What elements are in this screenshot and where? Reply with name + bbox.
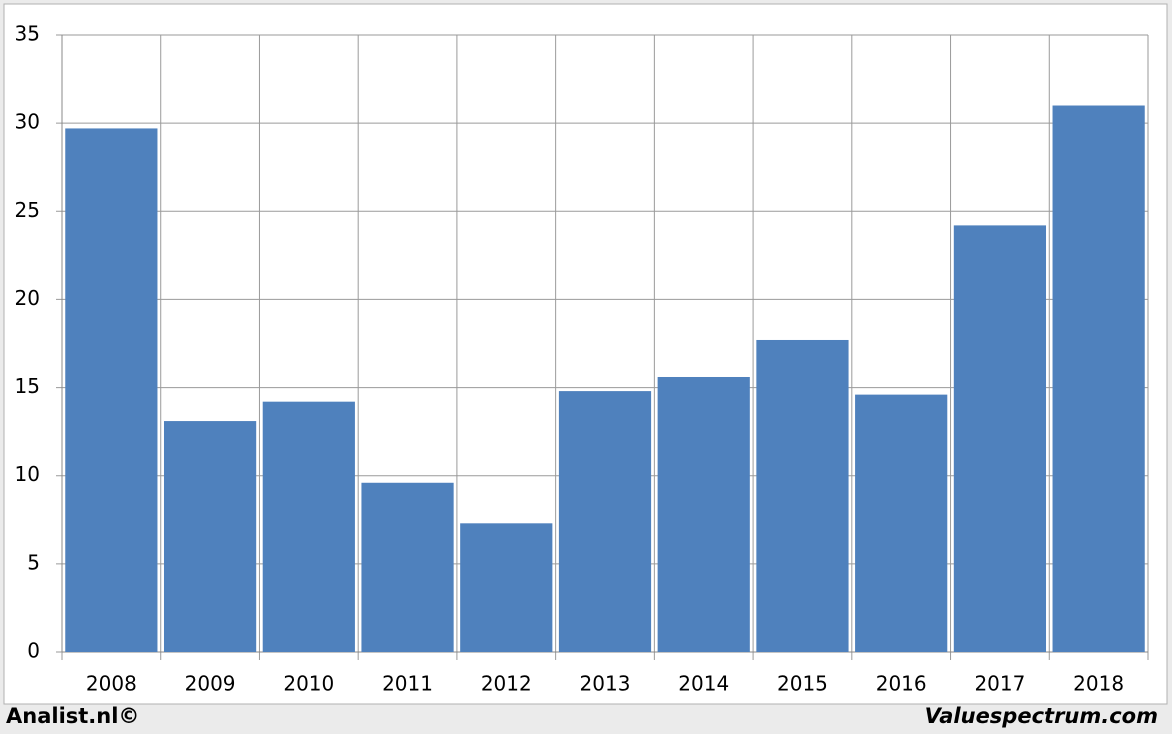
y-tick-label: 0 — [27, 639, 40, 663]
footer-right: Valuespectrum.com — [925, 704, 1158, 728]
bar — [953, 225, 1047, 653]
y-tick-label: 5 — [27, 550, 40, 574]
y-tick-label: 20 — [15, 286, 40, 310]
x-tick-label: 2015 — [777, 672, 828, 696]
x-tick-label: 2018 — [1073, 672, 1124, 696]
x-tick-label: 2008 — [86, 672, 137, 696]
bar — [558, 391, 652, 652]
y-tick-label: 35 — [15, 22, 40, 46]
x-tick-label: 2017 — [974, 672, 1025, 696]
x-tick-label: 2012 — [481, 672, 532, 696]
x-tick-label: 2013 — [580, 672, 631, 696]
footer-left: Analist.nl© — [6, 704, 139, 728]
bar — [657, 376, 750, 652]
y-tick-label: 30 — [15, 110, 40, 134]
x-tick-label: 2009 — [185, 672, 236, 696]
y-tick-label: 25 — [15, 198, 40, 222]
x-tick-label: 2016 — [876, 672, 927, 696]
bar — [163, 421, 257, 652]
bar — [460, 523, 553, 652]
x-tick-label: 2011 — [382, 672, 433, 696]
y-tick-label: 15 — [15, 374, 40, 398]
bar — [65, 128, 158, 653]
x-tick-label: 2010 — [283, 672, 334, 696]
bar — [756, 339, 849, 652]
bar — [1052, 105, 1145, 652]
bar — [855, 394, 948, 652]
y-tick-label: 10 — [15, 462, 40, 486]
bar — [361, 482, 454, 652]
bar — [262, 401, 355, 652]
x-tick-label: 2014 — [678, 672, 729, 696]
